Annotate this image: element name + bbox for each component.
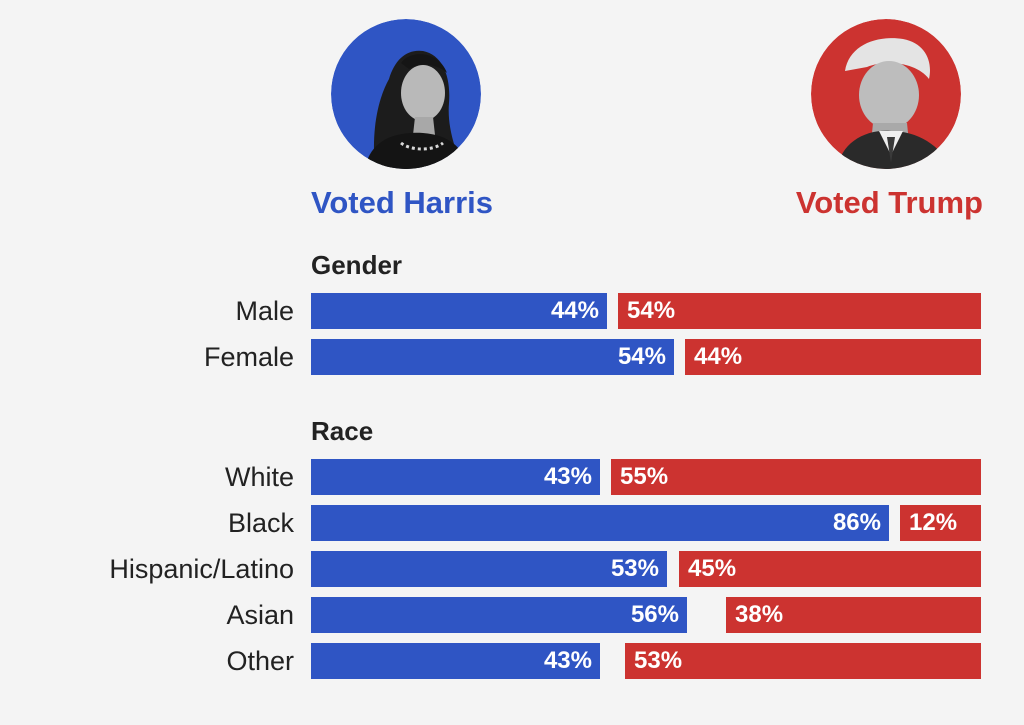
row-label-black: Black [227,508,294,538]
harris-bar-asian: 56% [311,597,687,633]
harris-bar-other: 43% [311,643,600,679]
row-label-hispanic-latino: Hispanic/Latino [109,554,294,584]
trump-bar-asian: 38% [726,597,981,633]
trump-bar-black: 12% [900,505,981,541]
harris-bar-white: 43% [311,459,600,495]
section-title-race: Race [311,416,374,446]
row-label-female: Female [203,342,294,372]
trump-portrait-image [811,19,961,169]
trump-portrait [811,19,961,169]
harris-bar-hispanic-latino: 53% [311,551,667,587]
harris-portrait [331,19,481,169]
row-label-asian: Asian [226,600,294,630]
harris-bar-female: 54% [311,339,674,375]
row-label-white: White [224,462,294,492]
trump-bar-other: 53% [625,643,981,679]
voted-trump-label: Voted Trump [795,185,983,220]
trump-bar-white: 55% [611,459,981,495]
harris-portrait-image [331,19,481,169]
trump-bar-male: 54% [618,293,981,329]
section-title-gender: Gender [311,250,403,280]
harris-bar-male: 44% [311,293,607,329]
row-label-male: Male [235,296,294,326]
trump-bar-female: 44% [685,339,981,375]
voted-harris-label: Voted Harris [311,185,494,220]
row-label-other: Other [226,646,294,676]
harris-bar-black: 86% [311,505,889,541]
trump-bar-hispanic-latino: 45% [679,551,981,587]
